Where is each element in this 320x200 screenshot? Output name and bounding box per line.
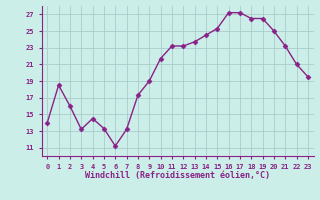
X-axis label: Windchill (Refroidissement éolien,°C): Windchill (Refroidissement éolien,°C) — [85, 171, 270, 180]
